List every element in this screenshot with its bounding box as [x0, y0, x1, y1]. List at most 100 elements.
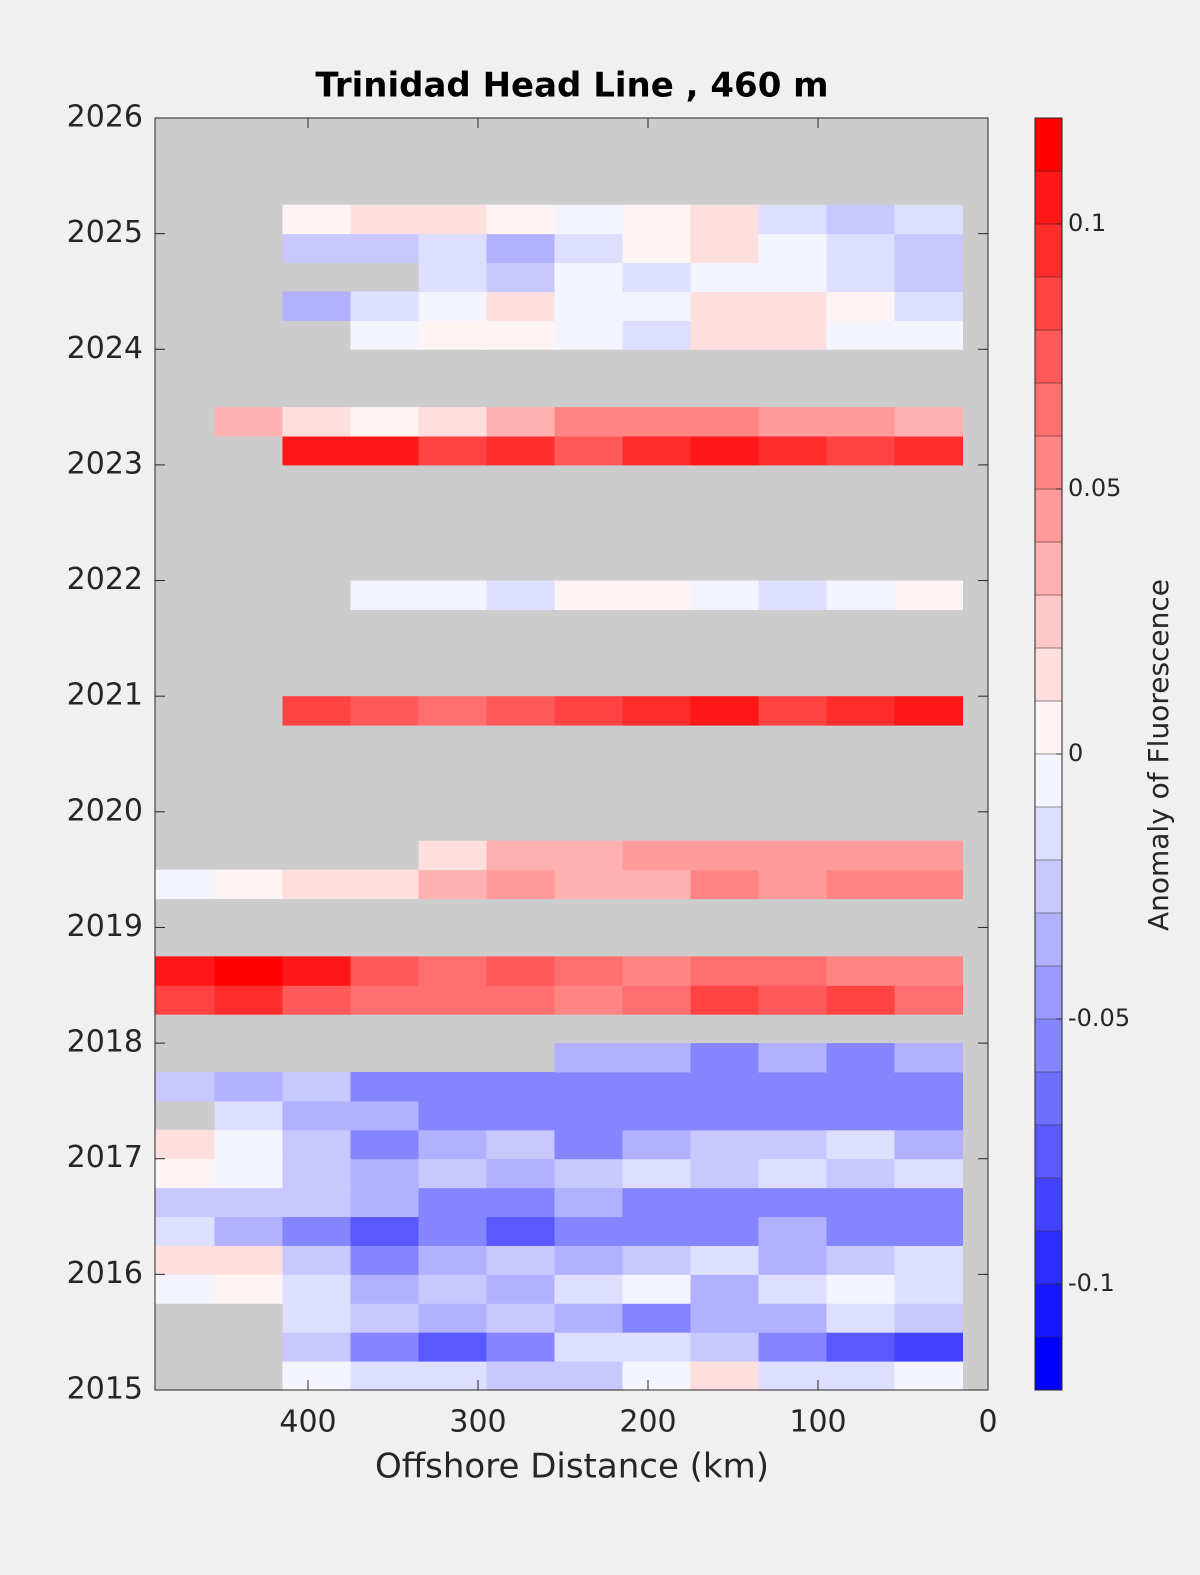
contour-cell: [486, 291, 555, 321]
contour-cell: [894, 320, 963, 350]
contour-cell: [758, 1158, 827, 1189]
contour-cell: [554, 204, 623, 235]
contour-cell: [826, 204, 895, 235]
contour-cell: [826, 1187, 895, 1218]
contour-cell: [486, 1245, 555, 1275]
contour-cell: [894, 291, 963, 321]
colorbar-level: [1035, 224, 1062, 278]
x-tick-label: 200: [619, 1405, 676, 1440]
contour-cell: [690, 869, 759, 900]
contour-cell: [214, 1129, 283, 1160]
contour-cell: [622, 291, 691, 321]
colorbar-level: [1035, 436, 1062, 490]
contour-cell: [350, 1245, 419, 1275]
contour-cell: [826, 840, 895, 871]
contour-cell: [418, 1187, 487, 1218]
contour-cell: [690, 1245, 759, 1275]
contour-cell: [486, 204, 555, 235]
contour-cell: [826, 1158, 895, 1189]
contour-cell: [894, 1361, 963, 1390]
contour-cell: [690, 436, 759, 466]
contour-cell: [758, 1361, 827, 1390]
contour-cell: [758, 696, 827, 726]
contour-cell: [282, 1332, 351, 1362]
contour-cell: [690, 407, 759, 437]
contour-cell: [622, 985, 691, 1015]
contour-cell: [622, 696, 691, 726]
contour-cell: [554, 869, 623, 900]
contour-cell: [350, 1303, 419, 1333]
contour-cell: [690, 1043, 759, 1073]
y-tick-label: 2022: [67, 562, 143, 597]
y-tick-label: 2016: [67, 1256, 143, 1291]
colorbar-level: [1035, 542, 1062, 596]
contour-cell: [418, 233, 487, 264]
contour-cell: [486, 1274, 555, 1304]
contour-cell: [418, 1332, 487, 1362]
contour-cell: [350, 1129, 419, 1160]
contour-cell: [155, 985, 215, 1015]
contour-cell: [622, 1158, 691, 1189]
contour-cell: [350, 320, 419, 350]
contour-cell: [758, 436, 827, 466]
contour-cell: [155, 1129, 215, 1160]
contour-cell: [690, 1274, 759, 1304]
contour-cell: [486, 696, 555, 726]
contour-cell: [894, 1129, 963, 1160]
contour-cell: [350, 1274, 419, 1304]
x-tick-label: 300: [449, 1405, 506, 1440]
contour-cell: [282, 1245, 351, 1275]
contour-cell: [894, 1187, 963, 1218]
colorbar-level: [1035, 489, 1062, 543]
contour-cell: [690, 1100, 759, 1131]
contour-cell: [622, 1245, 691, 1275]
contour-cell: [826, 1274, 895, 1304]
contour-cell: [554, 1303, 623, 1333]
contour-cell: [282, 985, 351, 1015]
contour-cell: [486, 262, 555, 292]
colorbar-level: [1035, 1231, 1062, 1285]
y-tick-label: 2024: [67, 331, 143, 366]
contour-cell: [826, 1303, 895, 1333]
contour-cell: [622, 1187, 691, 1218]
contour-cell: [350, 1100, 419, 1131]
contour-cell: [214, 869, 283, 900]
contour-cell: [690, 1332, 759, 1362]
contour-cell: [418, 696, 487, 726]
contour-cell: [826, 956, 895, 986]
contour-cell: [214, 956, 283, 986]
contour-cell: [758, 320, 827, 350]
contour-cell: [826, 580, 895, 610]
colorbar-level: [1035, 118, 1062, 172]
colorbar-tick-label: -0.05: [1068, 1004, 1130, 1032]
contour-cell: [155, 1274, 215, 1304]
contour-cell: [214, 1100, 283, 1131]
contour-cell: [622, 840, 691, 871]
contour-cell: [486, 869, 555, 900]
contour-cell: [690, 840, 759, 871]
contour-cell: [826, 1100, 895, 1131]
colorbar-level: [1035, 277, 1062, 331]
contour-cell: [418, 985, 487, 1015]
contour-cell: [758, 1332, 827, 1362]
contour-cell: [826, 985, 895, 1015]
contour-cell: [282, 1100, 351, 1131]
contour-cell: [418, 1129, 487, 1160]
contour-cell: [690, 262, 759, 292]
contour-cell: [826, 696, 895, 726]
contour-cell: [350, 985, 419, 1015]
contour-cell: [155, 1072, 215, 1102]
contour-cell: [155, 1216, 215, 1246]
contour-cell: [486, 1129, 555, 1160]
contour-cell: [350, 233, 419, 264]
y-tick-label: 2017: [67, 1140, 143, 1175]
contour-cell: [554, 1072, 623, 1102]
contour-cell: [690, 1158, 759, 1189]
contour-cell: [418, 1072, 487, 1102]
y-tick-label: 2026: [67, 100, 143, 135]
contour-cell: [214, 1216, 283, 1246]
y-tick-label: 2021: [67, 678, 143, 713]
contour-cell: [418, 869, 487, 900]
contour-cell: [894, 262, 963, 292]
contour-cell: [554, 1216, 623, 1246]
